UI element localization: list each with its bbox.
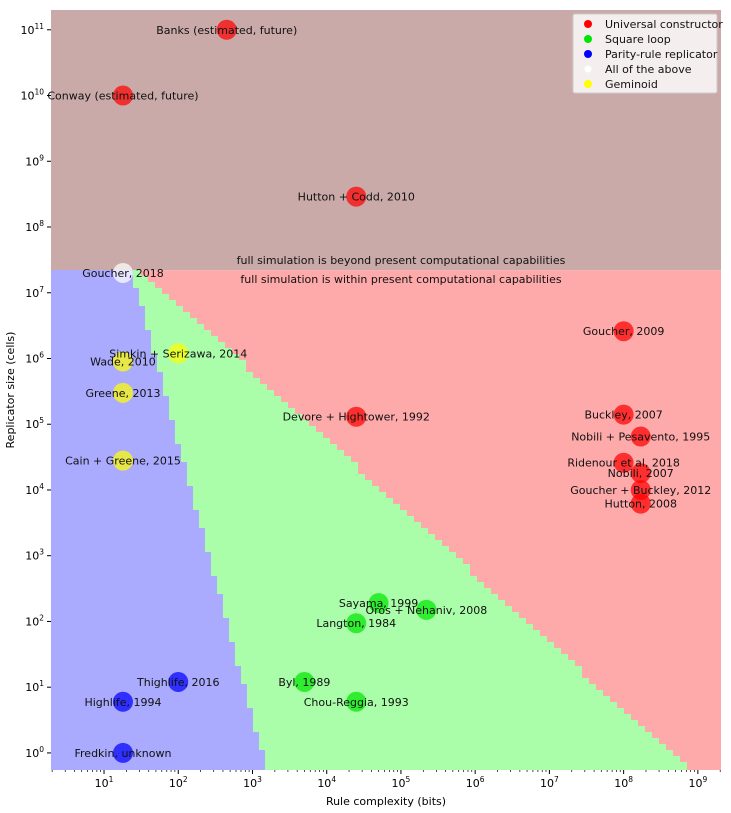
x-tick-label: 102 <box>169 775 188 790</box>
data-point <box>416 599 437 620</box>
data-point-label: Chou-Reggia, 1993 <box>304 696 409 709</box>
y-tick-label: 101 <box>25 679 44 694</box>
x-tick-label: 108 <box>614 775 633 790</box>
x-axis-title: Rule complexity (bits) <box>326 795 446 808</box>
data-point <box>613 452 634 473</box>
data-point <box>112 742 133 763</box>
legend-entry-label: Parity-rule replicator <box>605 48 718 61</box>
region-labels: full simulation is beyond present comput… <box>237 254 566 286</box>
data-point <box>630 463 651 484</box>
x-tick-label: 109 <box>688 775 707 790</box>
data-point-label: Oros + Nehaniv, 2008 <box>365 604 487 617</box>
data-point-label: Hutton, 2008 <box>604 498 677 511</box>
data-point-label: Buckley, 2007 <box>584 409 662 422</box>
y-tick-label: 106 <box>25 350 44 365</box>
legend-entry-label: Square loop <box>605 33 671 46</box>
x-tick-label: 101 <box>95 775 114 790</box>
data-point <box>112 262 133 283</box>
region-label-within: full simulation is within present comput… <box>240 273 561 286</box>
data-point-label: Goucher, 2018 <box>82 267 164 280</box>
data-point-label: Goucher, 2009 <box>583 325 665 338</box>
y-tick-label: 100 <box>25 745 44 760</box>
x-tick-label: 103 <box>243 775 262 790</box>
region-label-beyond: full simulation is beyond present comput… <box>237 254 566 267</box>
data-point-label: Nobili, 2007 <box>608 467 674 480</box>
data-point <box>346 691 367 712</box>
data-point-label: Wade, 2010 <box>90 355 156 368</box>
y-axis-title: Replicator size (cells) <box>4 332 17 449</box>
y-tick-label: 103 <box>25 548 44 563</box>
data-point-label: Banks (estimated, future) <box>156 24 297 37</box>
legend-marker <box>584 35 592 43</box>
legend-marker <box>584 50 592 58</box>
data-point-label: Highlife, 1994 <box>84 696 161 709</box>
legend-box <box>572 13 718 94</box>
y-tick-label: 1011 <box>20 22 44 37</box>
data-point <box>368 593 389 614</box>
data-point-label: Devore + Hightower, 1992 <box>283 411 430 424</box>
data-point <box>346 186 367 207</box>
y-tick-label: 104 <box>25 482 44 497</box>
data-point-label: Cain + Greene, 2015 <box>65 455 181 468</box>
y-tick-label: 102 <box>25 613 44 628</box>
legend-entry-label: Universal constructor <box>605 18 723 31</box>
data-point <box>630 426 651 447</box>
data-point <box>630 493 651 514</box>
y-tick-label: 109 <box>25 153 44 168</box>
data-point-label: Hutton + Codd, 2010 <box>298 191 415 204</box>
legend: Universal constructor Square loop Parity-r… <box>572 13 723 94</box>
data-point-label: Ridenour et al, 2018 <box>567 457 680 470</box>
data-point-label: Conway (estimated, future) <box>47 90 198 103</box>
data-point <box>112 691 133 712</box>
data-points: Banks (estimated, future) Conway (estimat… <box>47 19 711 763</box>
legend-entry-label: Geminoid <box>605 78 658 91</box>
data-point-label: Thighlife, 2016 <box>136 676 219 689</box>
data-point-label: Simkin + Serizawa, 2014 <box>109 347 247 360</box>
data-point <box>613 404 634 425</box>
legend-marker <box>584 80 592 88</box>
axes: 101 102 103 104 105 106 107 108 109 100 101 102 103 1… <box>20 22 721 790</box>
y-tick-label: 107 <box>25 285 44 300</box>
x-tick-label: 105 <box>392 775 411 790</box>
data-point <box>112 85 133 106</box>
region-blue <box>51 270 265 770</box>
data-point-label: Nobili + Pesavento, 1995 <box>571 431 710 444</box>
data-point-label: Langton, 1984 <box>316 617 396 630</box>
x-tick-label: 106 <box>466 775 485 790</box>
data-point <box>168 671 189 692</box>
legend-marker <box>583 64 593 74</box>
data-point-label: Sayama, 1999 <box>339 597 418 610</box>
legend-marker <box>584 20 592 28</box>
data-point-label: Greene, 2013 <box>85 387 160 400</box>
x-tick-label: 107 <box>540 775 559 790</box>
data-point <box>346 406 367 427</box>
data-point-label: Goucher + Buckley, 2012 <box>570 484 711 497</box>
data-point <box>112 382 133 403</box>
data-point-label: Byl, 1989 <box>278 676 330 689</box>
data-point <box>294 671 315 692</box>
data-point <box>216 19 237 40</box>
legend-entry-label: All of the above <box>605 63 692 76</box>
y-tick-label: 105 <box>25 416 44 431</box>
data-point <box>112 450 133 471</box>
data-point <box>613 321 634 342</box>
y-tick-label: 108 <box>25 219 44 234</box>
x-tick-label: 104 <box>317 775 336 790</box>
data-point <box>112 351 133 372</box>
data-point <box>168 343 189 364</box>
data-point <box>346 613 367 634</box>
data-point-label: Fredkin, unknown <box>75 747 172 760</box>
y-tick-label: 1010 <box>20 88 44 103</box>
